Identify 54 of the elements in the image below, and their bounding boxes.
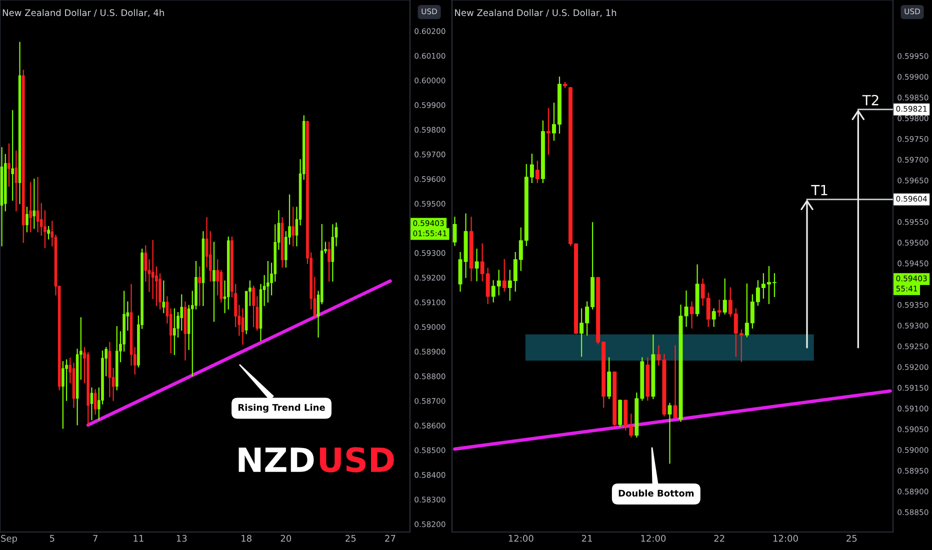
text: New Zealand Dollar / U.S. Dollar, 4h [2, 9, 164, 18]
x-tick-label: 7 [93, 535, 98, 542]
candlestick [212, 242, 216, 322]
candlestick [690, 301, 694, 329]
candlestick [11, 110, 14, 201]
candlestick [535, 160, 540, 183]
candlestick [668, 402, 672, 464]
annotation: NZD [238, 448, 314, 472]
candlestick [47, 226, 50, 240]
x-tick-label: 18 [242, 534, 252, 542]
candlestick [32, 178, 36, 229]
x-tick-label: Sep [1, 534, 18, 544]
candlestick [292, 206, 295, 246]
ref-line-label: T1 [811, 185, 828, 196]
candlestick [173, 308, 176, 356]
candlestick [266, 261, 270, 303]
candlestick [474, 248, 479, 282]
text: New Zealand Dollar / U.S. Dollar, 1h [455, 9, 616, 18]
x-tick-label: 5 [50, 535, 54, 542]
candlestick [241, 308, 244, 345]
annotation: Rising Trend Line [238, 404, 325, 413]
candlestick [29, 182, 32, 232]
candlestick [8, 143, 10, 187]
candlestick [14, 150, 18, 212]
candlestick [252, 286, 255, 328]
ref-line-label: T2 [862, 94, 878, 106]
candlestick [198, 266, 201, 306]
x-tick-label: 21 [582, 534, 592, 542]
x-tick-label: 25 [846, 534, 857, 542]
candlestick [546, 108, 550, 155]
candlestick [26, 206, 28, 232]
x-tick-label: 27 [385, 534, 396, 542]
candlestick [62, 361, 64, 429]
candlestick [452, 216, 457, 246]
annotation: Double Bottom [618, 490, 694, 497]
x-tick-label: 12:00 [508, 534, 534, 542]
candlestick [205, 217, 208, 268]
annotation: USD [320, 447, 394, 472]
candlestick [90, 387, 94, 420]
x-tick-label: 12:00 [641, 534, 666, 542]
x-tick-label: 13 [176, 534, 187, 542]
candlestick [328, 242, 330, 282]
candlestick [722, 278, 727, 314]
candlestick [717, 300, 722, 317]
candlestick [162, 280, 166, 314]
candlestick [673, 345, 678, 418]
x-tick-label: 22 [714, 534, 724, 542]
candlestick [502, 259, 506, 292]
x-tick-label: 20 [280, 534, 292, 542]
x-tick-label: 11 [134, 535, 144, 542]
candlestick [712, 308, 716, 327]
candlestick [94, 389, 97, 415]
x-tick-label: 12:00 [773, 534, 798, 542]
x-tick-label: 25 [346, 534, 356, 542]
